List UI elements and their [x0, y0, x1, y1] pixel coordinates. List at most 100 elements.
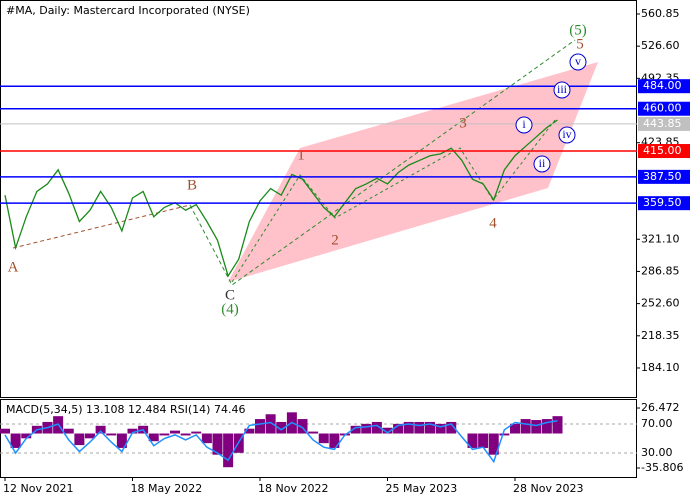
macd-bar: [382, 427, 393, 434]
y-tick-label: 218.35: [641, 329, 680, 342]
current-price-label: 443.85: [643, 117, 682, 130]
wave-label: 5: [576, 36, 584, 52]
macd-bar: [425, 421, 435, 434]
macd-bar: [95, 425, 106, 434]
x-tick-label: 18 Nov 2022: [258, 482, 328, 495]
macd-bar: [435, 423, 446, 434]
wave-label: A: [8, 259, 19, 275]
y-tick-label: 560.85: [641, 7, 680, 20]
level-label: 415.00: [643, 144, 682, 157]
macd-bar: [85, 433, 95, 439]
wave-circle: [558, 126, 576, 144]
level-box: [638, 101, 690, 116]
macd-bar: [212, 433, 223, 455]
macd-bar: [541, 419, 552, 434]
macd-bar: [116, 433, 127, 448]
wave-label: ii: [539, 156, 546, 170]
rsi-line: [4, 420, 558, 464]
macd-bar: [393, 423, 404, 434]
level-box: [638, 196, 690, 211]
y-tick-label: 184.10: [641, 361, 680, 374]
macd-bar: [0, 428, 10, 434]
macd-bar: [170, 430, 180, 434]
macd-bar: [552, 416, 563, 434]
macd-bar: [276, 421, 287, 434]
macd-bar: [488, 433, 499, 455]
y2-tick-label: 30.00: [641, 446, 673, 459]
macd-bar: [478, 433, 489, 448]
macd-bar: [318, 433, 329, 444]
level-box: [638, 144, 690, 159]
macd-bar: [531, 420, 542, 434]
indicator-panel: [0, 399, 637, 478]
y-tick-label: 321.10: [641, 232, 680, 245]
macd-bar: [329, 433, 340, 448]
macd-bar: [106, 433, 117, 436]
wave-label: iv: [562, 127, 571, 141]
macd-bar: [520, 419, 531, 434]
wave-label: 4: [489, 215, 497, 231]
macd-bar: [467, 433, 478, 448]
macd-bar: [361, 423, 372, 434]
y-tick-label: 252.60: [641, 297, 680, 310]
macd-bar: [244, 428, 255, 434]
price-line: [4, 119, 558, 278]
price-panel: [0, 0, 637, 398]
macd-bar: [446, 421, 457, 434]
macd-bar: [21, 433, 32, 439]
x-tick-label: 18 May 2022: [131, 482, 203, 495]
wave-label: C: [225, 287, 235, 303]
level-box: [638, 79, 690, 94]
y-tick-label: 26.472: [641, 401, 680, 414]
wave-label: (4): [221, 301, 239, 317]
macd-bar: [499, 433, 510, 436]
x-tick-label: 25 May 2023: [386, 482, 458, 495]
wave-label: v: [575, 54, 581, 68]
macd-bar: [127, 428, 138, 434]
x-tick-label: 28 Nov 2023: [513, 482, 583, 495]
y-tick-label: 526.60: [641, 39, 680, 52]
macd-bar: [223, 433, 234, 468]
y-tick-label: 286.85: [641, 264, 680, 277]
macd-bar: [201, 433, 212, 444]
macd-bar: [414, 421, 425, 434]
level-label: 484.00: [643, 79, 682, 92]
wave-line: [231, 119, 556, 283]
wave-label: 2: [331, 232, 339, 248]
macd-bar: [371, 421, 382, 434]
wave-label: (5): [569, 22, 587, 38]
y-tick-label: -35.806: [641, 461, 683, 474]
level-label: 387.50: [643, 170, 682, 183]
macd-bar: [255, 419, 265, 434]
macd-bar: [10, 433, 21, 448]
level-label: 359.50: [643, 196, 682, 209]
wave-circle: [569, 53, 587, 71]
level-box: [638, 169, 690, 184]
x-tick-label: 12 Nov 2021: [3, 482, 73, 495]
wave-circle: [533, 155, 551, 173]
wave-circle: [553, 81, 571, 99]
macd-bar: [159, 433, 170, 436]
macd-bar: [297, 419, 308, 434]
wave-label: B: [187, 177, 197, 193]
wave-line: [189, 39, 576, 286]
macd-bar: [180, 433, 191, 436]
wave-label: i: [522, 117, 526, 131]
macd-bar: [403, 421, 414, 434]
macd-bar: [74, 433, 85, 446]
indicator-title: MACD(5,34,5) 13.108 12.484 RSI(14) 74.46: [6, 403, 245, 416]
wave-label: iii: [557, 82, 568, 96]
wave-line: [12, 204, 191, 249]
current-price-box: [638, 116, 690, 131]
wave-channel: [228, 62, 598, 282]
chart-title: #MA, Daily: Mastercard Incorporated (NYS…: [6, 4, 250, 17]
macd-bar: [63, 428, 74, 434]
wave-label: 1: [297, 147, 305, 163]
y2-tick-label: 70.00: [641, 417, 673, 430]
wave-circle: [515, 116, 533, 134]
wave-label: 3: [459, 115, 467, 131]
level-label: 460.00: [643, 102, 682, 115]
macd-bar: [350, 425, 361, 434]
